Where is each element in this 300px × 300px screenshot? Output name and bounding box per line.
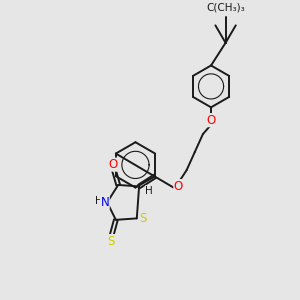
Text: O: O <box>206 114 216 127</box>
Text: S: S <box>107 235 115 248</box>
Text: C(CH₃)₃: C(CH₃)₃ <box>206 2 245 12</box>
Text: O: O <box>174 180 183 193</box>
Text: H: H <box>95 196 103 206</box>
Text: H: H <box>146 186 153 196</box>
Text: S: S <box>140 212 147 225</box>
Text: N: N <box>100 196 109 209</box>
Text: O: O <box>109 158 118 171</box>
